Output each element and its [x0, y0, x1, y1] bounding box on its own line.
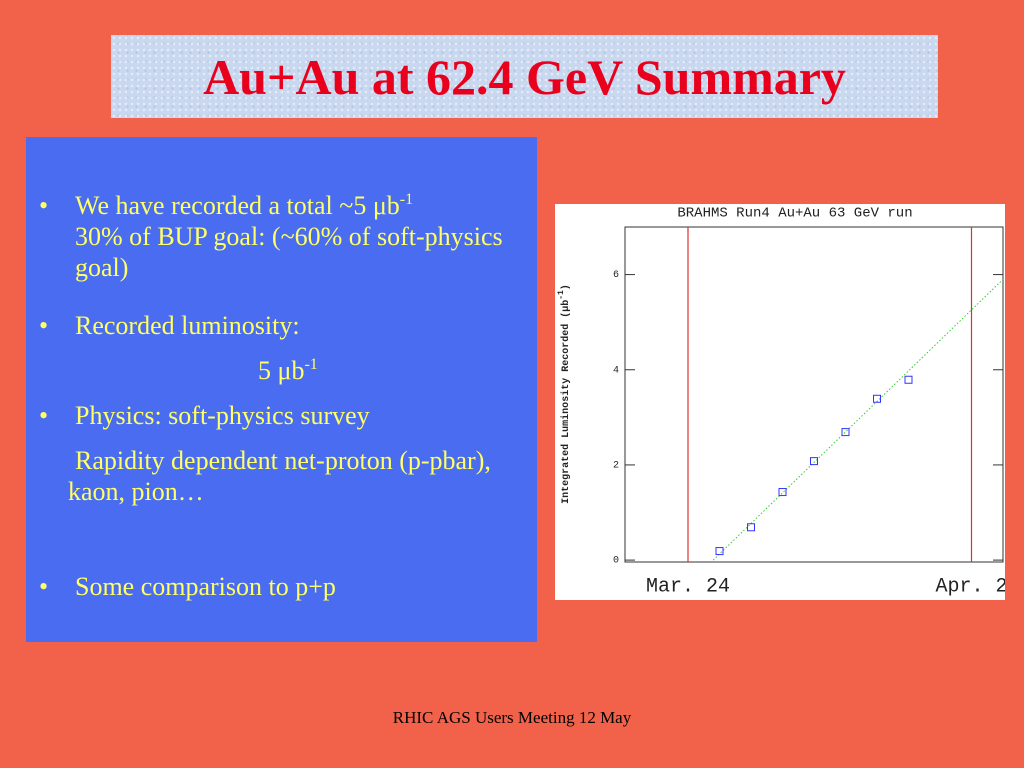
x-tick-label: Apr. 2 [935, 575, 1005, 598]
fit-line [712, 278, 1004, 561]
data-point [873, 394, 881, 403]
y-tick-label: 6 [613, 270, 619, 281]
data-point [778, 488, 787, 497]
y-tick-label: 0 [613, 556, 619, 567]
superscript: -1 [399, 191, 414, 208]
bullet: Some comparison to p+p [39, 571, 530, 602]
bullet-text: Physics: soft-physics survey [75, 401, 370, 430]
bullet-text: 30% of BUP goal: (~60% of soft-physics g… [75, 222, 503, 282]
slide-title: Au+Au at 62.4 GeV Summary [203, 48, 846, 105]
superscript: -1 [304, 356, 318, 373]
title-box: Au+Au at 62.4 GeV Summary [111, 35, 938, 118]
y-label-sup: -1 [557, 290, 566, 300]
y-label-text: Integrated Luminosity Recorded (μb [560, 300, 572, 504]
data-point [747, 523, 755, 532]
data-point [904, 375, 913, 384]
x-tick-label: Mar. 24 [646, 575, 730, 598]
bullet: Recorded luminosity: [39, 310, 530, 341]
sub-text-content: Rapidity dependent net-proton (p-pbar), … [68, 446, 491, 506]
luminosity: 5 μb-1 [258, 355, 318, 386]
luminosity-text: 5 μb [258, 356, 305, 385]
y-tick-label: 2 [613, 461, 619, 472]
y-tick-label: 4 [613, 365, 619, 376]
data-point [810, 457, 818, 466]
sub-text: Rapidity dependent net-proton (p-pbar), … [68, 445, 508, 507]
bullet-text: Some comparison to p+p [75, 572, 336, 601]
bullet-text: We have recorded a total ~5 μb [75, 191, 400, 220]
y-label-text: ) [560, 284, 572, 290]
text-box: We have recorded a total ~5 μb-1 30% of … [26, 137, 537, 642]
plot-frame [624, 226, 1004, 563]
bullet-text: Recorded luminosity: [75, 311, 300, 340]
footer: RHIC AGS Users Meeting 12 May [392, 708, 632, 727]
data-point [841, 428, 850, 437]
bullet: Physics: soft-physics survey [39, 400, 530, 431]
data-point [715, 547, 724, 556]
y-axis-label: Integrated Luminosity Recorded (μb-1) [557, 284, 572, 504]
bullet: We have recorded a total ~5 μb-1 30% of … [39, 190, 530, 283]
chart-title: BRAHMS Run4 Au+Au 63 GeV run [677, 206, 912, 222]
chart: BRAHMS Run4 Au+Au 63 GeV run Integrated … [555, 204, 1005, 600]
